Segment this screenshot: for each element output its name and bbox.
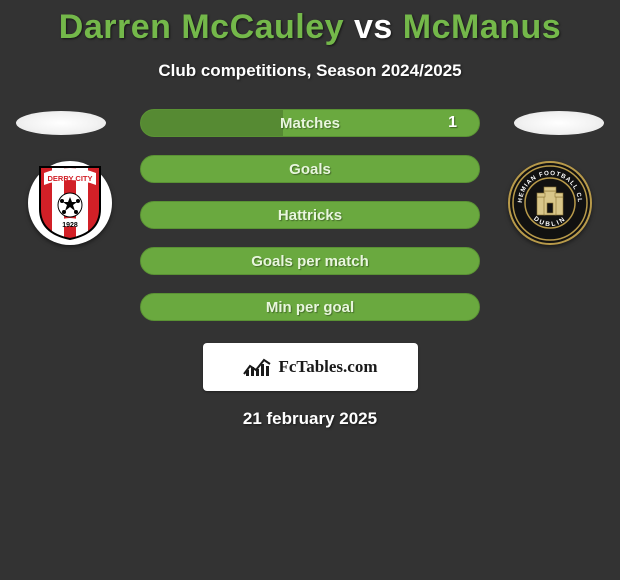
stat-bar-hattricks: Hattricks [140,201,480,229]
club-crest-right: BOHEMIAN FOOTBALL CLUB DUBLIN [508,161,592,245]
club-crest-left: DERRY CITY 1928 [28,161,112,245]
svg-text:1928: 1928 [62,222,78,229]
stat-bar-label: Matches [280,115,340,132]
subtitle: Club competitions, Season 2024/2025 [0,61,620,81]
stat-bar-shade [141,110,283,136]
comparison-arena: DERRY CITY 1928 BOHEMIAN FOOTB [0,109,620,321]
stat-bar-label: Goals [289,161,331,178]
title-right-name: McManus [403,8,561,46]
stat-bar-min-per-goal: Min per goal [140,293,480,321]
player-photo-left [16,111,106,135]
stat-bar-label: Goals per match [251,253,369,270]
stat-bar-value-right: 1 [448,114,457,132]
fctables-logo-icon [242,356,272,378]
stat-bar-label: Min per goal [266,299,354,316]
stat-bars: Matches 1 Goals Hattricks Goals per matc… [140,109,480,321]
brand-text: FcTables.com [278,357,377,377]
title-left-name: Darren McCauley [59,8,344,46]
stat-bar-matches: Matches 1 [140,109,480,137]
stat-bar-label: Hattricks [278,207,342,224]
bohemian-crest-svg: BOHEMIAN FOOTBALL CLUB DUBLIN [510,163,590,243]
title-vs: vs [354,8,393,46]
date-text: 21 february 2025 [0,409,620,429]
player-photo-right [514,111,604,135]
stat-bar-goals-per-match: Goals per match [140,247,480,275]
page-title: Darren McCauley vs McManus [0,0,620,47]
brand-box: FcTables.com [203,343,418,391]
derry-city-crest-svg: DERRY CITY 1928 [35,165,105,241]
stat-bar-goals: Goals [140,155,480,183]
svg-text:DERRY CITY: DERRY CITY [47,174,92,183]
